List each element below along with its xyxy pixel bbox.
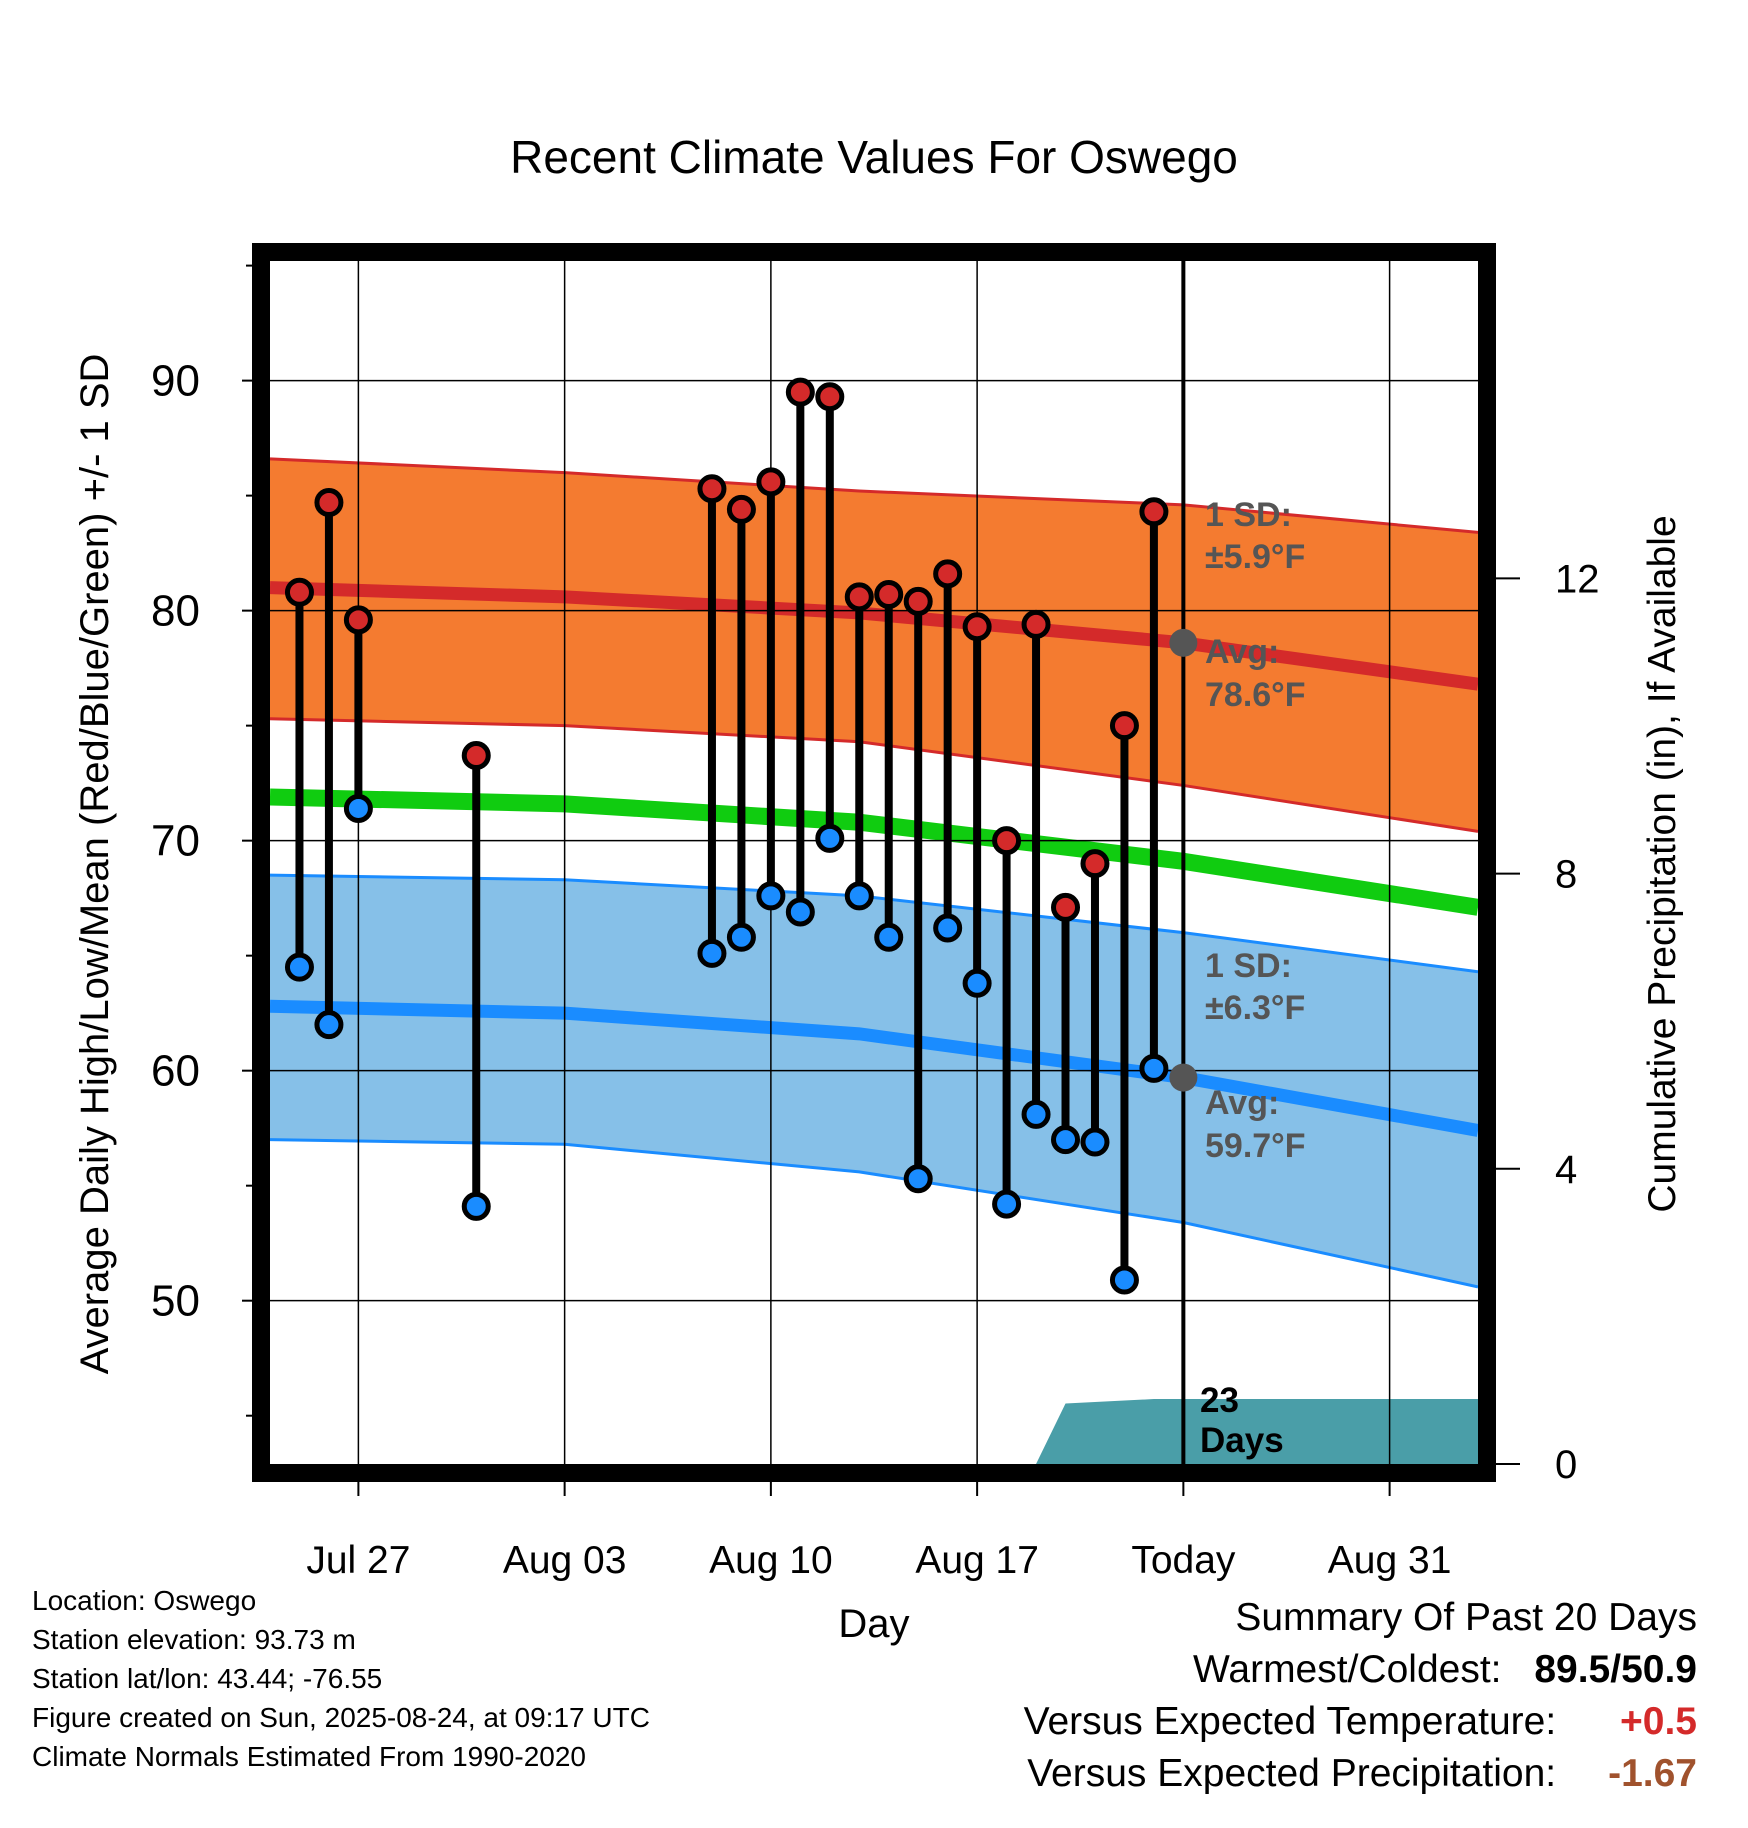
- chart-title: Recent Climate Values For Oswego: [510, 131, 1238, 183]
- summary-warmest: Warmest/Coldest: 89.5/50.9: [1193, 1648, 1697, 1692]
- x-tick-label: Aug 10: [709, 1539, 833, 1582]
- low-sd-band-lower-edge: [270, 1138, 1478, 1289]
- observed-high-point: [933, 559, 963, 589]
- x-tick-label: Aug 31: [1328, 1539, 1452, 1582]
- y-tick-label: 80: [151, 587, 200, 636]
- observed-low-point: [726, 922, 756, 952]
- y-tick-label: 70: [151, 817, 200, 866]
- observed-low-point: [697, 938, 727, 968]
- normals-text: Climate Normals Estimated From 1990-2020: [32, 1741, 586, 1772]
- observed-low-point: [903, 1164, 933, 1194]
- low-avg-label: Avg:: [1205, 1084, 1279, 1122]
- high-sd-band-upper-edge: [270, 457, 1478, 534]
- observed-low-point: [461, 1191, 491, 1221]
- x-axis-label: Day: [838, 1602, 909, 1646]
- observed-high-point: [343, 605, 373, 635]
- warmest-label: Warmest/Coldest:: [1193, 1648, 1502, 1691]
- warmest-value: 89.5/50.9: [1534, 1648, 1697, 1691]
- plot-frame: [252, 243, 1496, 1482]
- y2-axis-label: Cumulative Precipitation (in), If Availa…: [1641, 515, 1684, 1212]
- observed-low-point: [962, 968, 992, 998]
- observed-low-point: [756, 881, 786, 911]
- x-tick-label: Aug 17: [915, 1539, 1039, 1582]
- precip-label: Versus Expected Precipitation:: [1027, 1752, 1557, 1795]
- temp-value: +0.5: [1620, 1700, 1697, 1743]
- location-text: Location: Oswego: [32, 1585, 257, 1616]
- observed-low-point: [785, 897, 815, 927]
- low-avg-value: 59.7°F: [1205, 1127, 1306, 1165]
- observed-low-point: [1021, 1099, 1051, 1129]
- observed-high-point: [1051, 892, 1081, 922]
- y2-tick-label: 8: [1555, 853, 1577, 897]
- y2-tick-label: 12: [1555, 557, 1600, 601]
- observed-low-point: [1109, 1265, 1139, 1295]
- observed-high-point: [756, 467, 786, 497]
- observed-high-point: [1139, 497, 1169, 527]
- observed-high-point: [1109, 711, 1139, 741]
- x-tick-label: Aug 03: [503, 1539, 627, 1582]
- observed-high-point: [903, 586, 933, 616]
- y-tick-label: 60: [151, 1047, 200, 1096]
- days-count-label: Days: [1200, 1421, 1284, 1460]
- observed-high-point: [284, 577, 314, 607]
- high-sd-value: ±5.9°F: [1205, 538, 1305, 576]
- days-count-number: 23: [1200, 1381, 1239, 1420]
- high-sd-band: [270, 458, 1478, 832]
- observed-low-point: [992, 1189, 1022, 1219]
- observed-high-point: [697, 474, 727, 504]
- today-high-avg-point: [1169, 628, 1198, 657]
- summary-title: Summary Of Past 20 Days: [1235, 1596, 1697, 1639]
- observed-high-point: [314, 488, 344, 518]
- observed-high-point: [1021, 609, 1051, 639]
- summary-temp: Versus Expected Temperature: +0.5: [1024, 1700, 1697, 1744]
- high-sd-label: 1 SD:: [1205, 496, 1292, 534]
- observed-high-point: [962, 612, 992, 642]
- observed-low-point: [314, 1010, 344, 1040]
- x-tick-label: Today: [1131, 1539, 1236, 1582]
- precip-value: -1.67: [1608, 1752, 1697, 1795]
- observed-high-point: [1080, 849, 1110, 879]
- observed-high-point: [874, 580, 904, 610]
- observed-low-point: [284, 952, 314, 982]
- low-sd-value: ±6.3°F: [1205, 989, 1305, 1027]
- observed-low-point: [343, 793, 373, 823]
- y2-tick-label: 0: [1555, 1443, 1577, 1487]
- high-avg-value: 78.6°F: [1205, 676, 1306, 714]
- plot-area: [270, 261, 1478, 1464]
- observed-high-point: [461, 741, 491, 771]
- today-low-avg-point: [1169, 1063, 1198, 1092]
- low-normal-line: [270, 999, 1478, 1137]
- low-sd-label: 1 SD:: [1205, 947, 1292, 985]
- summary-precip: Versus Expected Precipitation: -1.67: [1027, 1752, 1697, 1796]
- low-sd-band: [270, 875, 1478, 1287]
- observed-high-point: [992, 826, 1022, 856]
- y2-tick-label: 4: [1555, 1148, 1577, 1192]
- observed-high-point: [785, 377, 815, 407]
- observed-low-point: [874, 922, 904, 952]
- y-axis-label: Average Daily High/Low/Mean (Red/Blue/Gr…: [73, 354, 117, 1375]
- observed-low-point: [844, 881, 874, 911]
- observed-low-point: [1080, 1127, 1110, 1157]
- latlon-text: Station lat/lon: 43.44; -76.55: [32, 1663, 383, 1694]
- observed-high-point: [844, 582, 874, 612]
- y-tick-label: 90: [151, 357, 200, 406]
- observed-low-point: [933, 913, 963, 943]
- elevation-text: Station elevation: 93.73 m: [32, 1624, 356, 1655]
- x-tick-label: Jul 27: [306, 1539, 410, 1582]
- created-text: Figure created on Sun, 2025-08-24, at 09…: [32, 1702, 650, 1733]
- observed-high-point: [815, 382, 845, 412]
- precip-area: [270, 1399, 1478, 1464]
- observed-low-point: [815, 823, 845, 853]
- observed-high-point: [726, 494, 756, 524]
- observed-low-point: [1139, 1053, 1169, 1083]
- high-avg-label: Avg:: [1205, 633, 1279, 671]
- temp-label: Versus Expected Temperature:: [1023, 1700, 1557, 1743]
- y-tick-label: 50: [151, 1277, 200, 1326]
- observed-low-point: [1051, 1125, 1081, 1155]
